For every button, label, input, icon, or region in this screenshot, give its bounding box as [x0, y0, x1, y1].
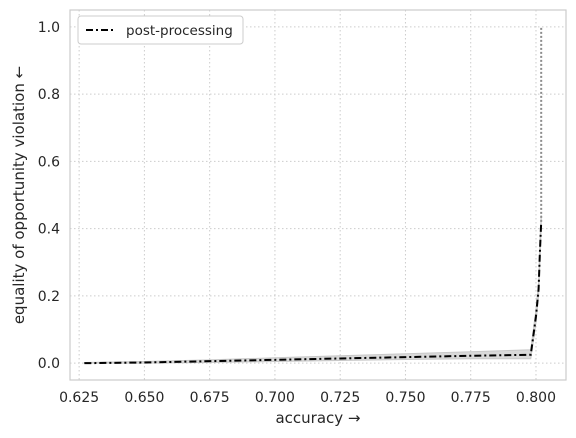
- x-tick-label: 0.700: [255, 390, 295, 406]
- x-tick-label: 0.650: [124, 390, 164, 406]
- legend-box: [77, 15, 244, 45]
- y-tick-label: 0.4: [38, 222, 60, 238]
- x-tick-label: 0.800: [516, 390, 556, 406]
- x-tick-label: 0.725: [320, 390, 360, 406]
- x-tick-label: 0.625: [59, 390, 99, 406]
- legend: post-processing: [77, 15, 244, 45]
- y-tick-label: 0.8: [38, 87, 60, 103]
- x-tick-label: 0.775: [451, 390, 491, 406]
- y-tick-label: 0.0: [38, 356, 60, 372]
- y-tick-labels: 0.0 0.2 0.4 0.6 0.8 1.0: [38, 20, 60, 372]
- x-tick-labels: 0.625 0.650 0.675 0.700 0.725 0.750 0.775 0.800: [59, 390, 556, 406]
- x-axis-label: accuracy →: [275, 409, 360, 427]
- y-tick-label: 1.0: [38, 20, 60, 36]
- legend-label-post-processing: post-processing: [126, 23, 233, 39]
- series-lines: [84, 26, 543, 365]
- plot-background: [70, 10, 566, 380]
- x-tick-label: 0.675: [190, 390, 230, 406]
- y-tick-label: 0.2: [38, 289, 60, 305]
- y-axis-label: equality of opportunity violation ←: [10, 66, 28, 324]
- grid: [70, 10, 566, 380]
- plot-frame: [69, 9, 567, 381]
- x-tick-label: 0.750: [385, 390, 425, 406]
- y-tick-label: 0.6: [38, 154, 60, 170]
